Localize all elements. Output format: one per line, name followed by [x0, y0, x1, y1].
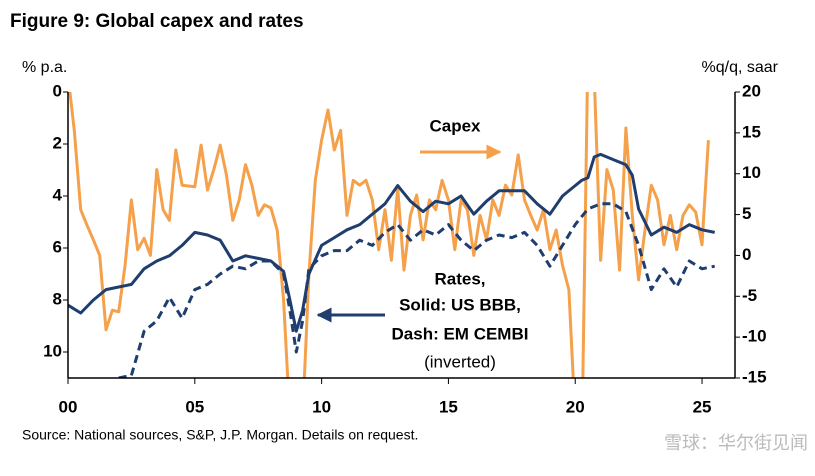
x-tick-label: 10 [312, 397, 331, 416]
annotation: Capex [429, 116, 481, 135]
watermark: 雪球：华尔街见闻 [664, 433, 808, 453]
series-line [68, 152, 716, 333]
x-tick-label: 20 [566, 397, 585, 416]
y2-axis-label: %q/q, saar [702, 59, 779, 76]
y2-tick-label: 5 [742, 204, 751, 223]
series-line [68, 92, 710, 378]
y-tick-label: 8 [53, 289, 62, 308]
y2-tick-label: -15 [742, 367, 767, 386]
y-axis-label: % p.a. [22, 59, 67, 76]
y2-tick-label: 15 [742, 122, 761, 141]
series-line [118, 202, 716, 378]
y-tick-label: 6 [53, 237, 62, 256]
y2-tick-label: 10 [742, 163, 761, 182]
annotation: Rates, [434, 269, 485, 288]
y2-tick-label: 0 [742, 245, 751, 264]
y-tick-label: 2 [53, 133, 62, 152]
y-tick-label: 0 [53, 81, 62, 100]
chart-title: Figure 9: Global capex and rates [10, 11, 304, 32]
annotation: Dash: EM CEMBI [392, 324, 529, 343]
x-tick-label: 15 [439, 397, 458, 416]
x-tick-label: 25 [693, 397, 712, 416]
plot-area [68, 92, 716, 378]
y2-tick-label: -5 [742, 286, 757, 305]
y2-tick-label: 20 [742, 81, 761, 100]
x-tick-label: 05 [185, 397, 204, 416]
y2-tick-label: -10 [742, 327, 767, 346]
y-tick-label: 4 [53, 185, 63, 204]
x-tick-label: 00 [59, 397, 78, 416]
y-tick-label: 10 [43, 341, 62, 360]
annotation: Solid: US BBB, [399, 295, 521, 314]
annotation: (inverted) [424, 352, 496, 371]
source: Source: National sources, S&P, J.P. Morg… [22, 427, 418, 443]
